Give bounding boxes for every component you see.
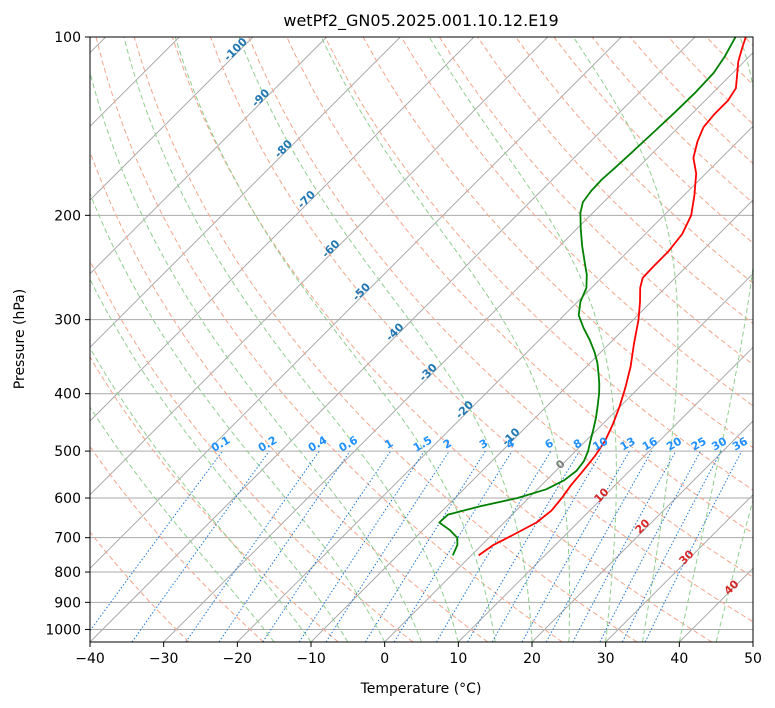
dry-adiabat-line bbox=[90, 259, 414, 642]
dry-adiabat-line bbox=[90, 150, 488, 642]
mixing-ratio-line bbox=[621, 450, 722, 642]
isotherm-line bbox=[384, 272, 753, 642]
chart-title: wetPf2_GN05.2025.001.10.12.E19 bbox=[283, 11, 558, 31]
y-tick-label: 1000 bbox=[45, 622, 81, 638]
moist-adiabat-line bbox=[678, 37, 753, 642]
y-tick-label: 300 bbox=[54, 313, 81, 329]
x-tick-label: 10 bbox=[449, 651, 467, 667]
adiabat-layer bbox=[90, 37, 753, 642]
dry-adiabat-line bbox=[171, 37, 712, 642]
y-tick-label: 200 bbox=[54, 208, 81, 224]
y-tick-label: 500 bbox=[54, 444, 81, 460]
x-tick-label: −30 bbox=[149, 651, 179, 667]
dry-adiabat-line bbox=[133, 37, 638, 642]
mixing-ratio-layer bbox=[90, 450, 743, 642]
mixing-ratio-line bbox=[262, 450, 392, 642]
dry-adiabat-line bbox=[248, 37, 753, 578]
isotherm-line bbox=[163, 51, 753, 642]
y-tick-label: 600 bbox=[54, 491, 81, 507]
x-tick-label: 40 bbox=[670, 651, 688, 667]
mixing-ratio-line bbox=[185, 450, 320, 642]
temperature-profile-line bbox=[478, 37, 747, 557]
dry-adiabat-line bbox=[438, 37, 753, 366]
isotherm-line bbox=[457, 346, 753, 642]
dry-adiabat-line bbox=[400, 37, 753, 407]
x-tick-label: 20 bbox=[523, 651, 541, 667]
y-tick-label: 100 bbox=[54, 30, 81, 46]
isotherm-line bbox=[605, 493, 753, 642]
isotherm-line bbox=[90, 37, 475, 422]
plot-area bbox=[90, 37, 753, 642]
dry-adiabat-line bbox=[324, 37, 753, 491]
isotherm-line bbox=[90, 37, 254, 201]
dry-adiabat-line bbox=[90, 445, 264, 642]
y-tick-label: 700 bbox=[54, 531, 81, 547]
mixing-ratio-line bbox=[572, 450, 677, 642]
mixing-ratio-line bbox=[90, 450, 223, 632]
profile-layer bbox=[438, 37, 747, 557]
x-tick-label: 50 bbox=[744, 651, 762, 667]
moist-adiabat-line bbox=[90, 192, 386, 642]
mixing-ratio-line bbox=[325, 450, 450, 642]
dry-adiabat-line bbox=[95, 37, 563, 642]
x-tick-label: −40 bbox=[75, 651, 105, 667]
y-tick-label: 900 bbox=[54, 595, 81, 611]
plot-frame bbox=[89, 36, 754, 643]
y-tick-label: 800 bbox=[54, 565, 81, 581]
isotherm-line bbox=[90, 37, 401, 349]
mixing-ratio-line bbox=[599, 450, 701, 642]
x-axis: −40 −30 −20 −10 0 10 20 30 40 50 bbox=[75, 642, 762, 667]
moist-adiabat-line bbox=[90, 406, 275, 642]
mixing-ratio-line bbox=[545, 450, 653, 642]
mixing-ratio-line bbox=[393, 450, 513, 642]
moist-adiabat-line bbox=[428, 37, 617, 642]
dry-adiabat-line bbox=[90, 531, 190, 642]
x-tick-label: 30 bbox=[597, 651, 615, 667]
isotherm-line bbox=[90, 37, 622, 570]
moist-adiabat-line bbox=[238, 37, 533, 642]
mixing-ratio-line bbox=[644, 450, 743, 642]
isotherm-line bbox=[90, 37, 549, 496]
grid-layer bbox=[90, 37, 753, 642]
mixing-ratio-line bbox=[521, 450, 630, 642]
y-axis: 100 200 300 400 500 600 700 800 900 1000 bbox=[45, 30, 90, 638]
isotherm-line bbox=[531, 420, 753, 642]
moist-adiabat-line bbox=[715, 497, 753, 642]
mixing-ratio-line bbox=[435, 450, 552, 642]
mixing-ratio-line bbox=[298, 450, 425, 642]
y-tick-label: 400 bbox=[54, 387, 81, 403]
x-tick-label: −20 bbox=[223, 651, 253, 667]
x-tick-label: −10 bbox=[296, 651, 326, 667]
x-axis-label: Temperature (°C) bbox=[360, 681, 482, 697]
mixing-ratio-line bbox=[218, 450, 351, 642]
isotherm-line bbox=[236, 125, 753, 642]
mixing-ratio-line bbox=[364, 450, 486, 642]
moist-adiabat-line bbox=[90, 278, 349, 642]
isotherm-line bbox=[90, 37, 328, 275]
dry-adiabat-line bbox=[515, 37, 753, 284]
moist-adiabat-line bbox=[123, 37, 459, 642]
x-tick-label: 0 bbox=[380, 651, 389, 667]
dry-adiabat-line bbox=[210, 37, 753, 623]
y-axis-label: Pressure (hPa) bbox=[12, 289, 28, 389]
dry-adiabat-line bbox=[90, 356, 339, 642]
dewpoint-profile-line bbox=[438, 37, 737, 556]
mixing-ratio-line bbox=[131, 450, 270, 642]
moist-adiabat-line bbox=[572, 37, 679, 642]
moist-adiabat-line bbox=[320, 37, 571, 642]
moist-adiabat-line bbox=[90, 347, 312, 642]
moist-adiabat-line bbox=[174, 37, 496, 642]
